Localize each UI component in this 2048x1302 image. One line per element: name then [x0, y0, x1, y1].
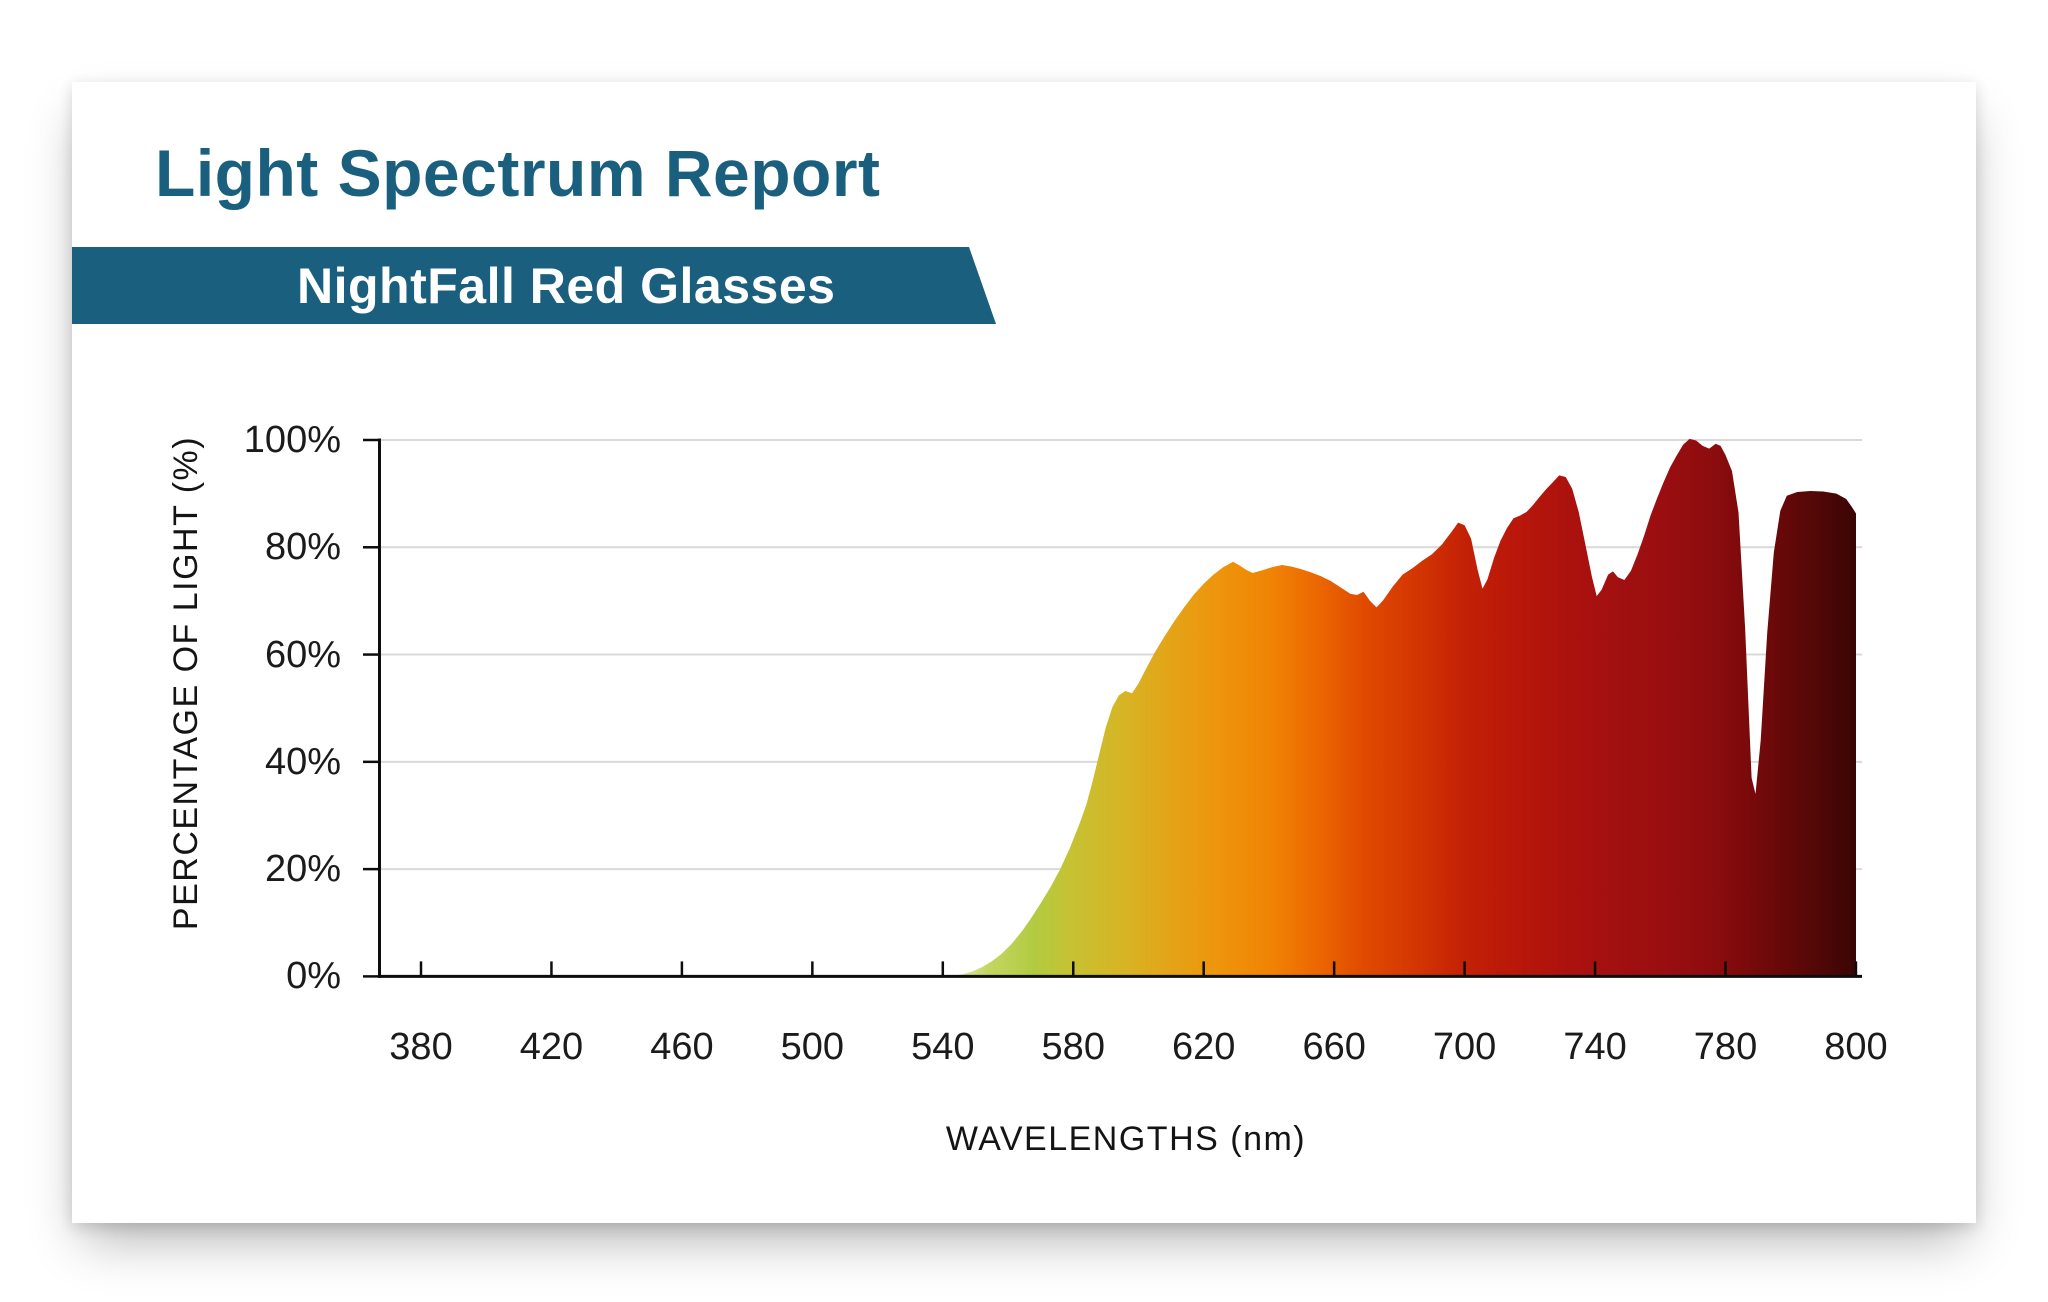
y-tick-label-40: 40% — [264, 740, 341, 783]
transmission-area — [952, 438, 1856, 976]
x-axis-title: WAVELENGTHS (nm) — [945, 1120, 1307, 1158]
page-title: Light Spectrum Report — [155, 136, 881, 210]
x-tick-label-700: 700 — [1432, 1026, 1497, 1068]
axes — [378, 438, 1862, 978]
y-tick-label-80: 80% — [264, 526, 341, 569]
x-tick-label-660: 660 — [1302, 1026, 1366, 1068]
axis-ticks — [363, 438, 1858, 978]
y-tick-label-20: 20% — [264, 848, 341, 891]
y-tick-label-100: 100% — [243, 419, 341, 461]
y-axis-title: PERCENTAGE OF LIGHT (%) — [167, 435, 205, 931]
x-tick-label-780: 780 — [1693, 1026, 1758, 1068]
x-tick-label-740: 740 — [1563, 1026, 1627, 1068]
x-tick-label-580: 580 — [1041, 1026, 1105, 1068]
x-tick-label-500: 500 — [780, 1026, 845, 1068]
x-tick-label-420: 420 — [519, 1026, 584, 1068]
product-banner: NightFall Red Glasses — [72, 247, 996, 324]
x-tick-label-800: 800 — [1824, 1026, 1888, 1068]
y-tick-label-60: 60% — [264, 633, 341, 676]
x-tick-label-540: 540 — [911, 1026, 975, 1068]
x-tick-label-620: 620 — [1171, 1026, 1236, 1068]
y-tick-label-0: 0% — [286, 955, 341, 998]
product-banner-label: NightFall Red Glasses — [297, 257, 836, 314]
x-tick-label-460: 460 — [650, 1026, 714, 1068]
x-tick-label-380: 380 — [389, 1026, 453, 1068]
